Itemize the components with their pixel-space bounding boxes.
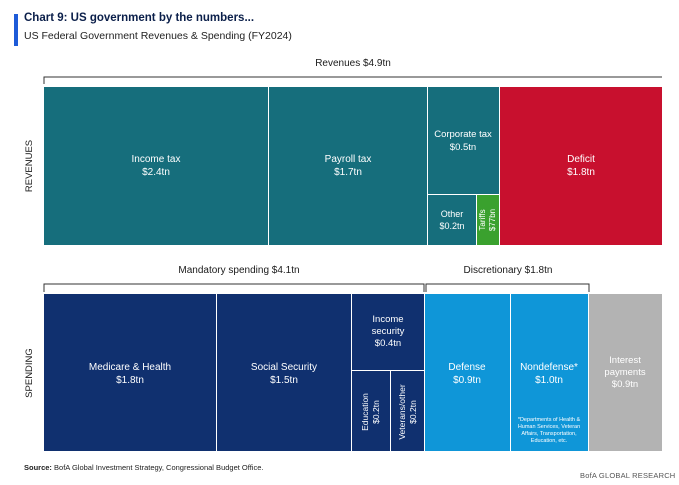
row-label-spending: SPENDING [24,348,35,398]
label-tariffs: Tariffs [478,209,487,230]
label-interest-line2: payments [604,367,645,378]
nondefense-note-line2: Human Services, Veteran [518,424,580,430]
value-nondefense: $1.0tn [535,375,563,386]
label-payroll-tax: Payroll tax [325,154,372,165]
value-veterans-other: $0.2tn [408,400,418,424]
brand-logo-text: BofA GLOBAL RESEARCH [580,471,676,480]
value-corporate-tax: $0.5tn [450,142,476,153]
value-social-security: $1.5tn [270,375,298,386]
source-note: Source: BofA Global Investment Strategy,… [24,463,263,472]
tile-corporate-tax [428,87,499,194]
tile-nondefense [511,294,588,451]
value-interest-payments: $0.9tn [612,379,638,390]
nondefense-note-line1: *Departments of Health & [518,417,581,423]
revenues-bracket [43,76,662,84]
mandatory-bracket-label: Mandatory spending $4.1tn [178,265,299,276]
discretionary-bracket [425,283,590,292]
value-medicare-health: $1.8tn [116,375,144,386]
nondefense-note-line4: Education, etc. [531,438,568,444]
tile-deficit [500,87,662,245]
tile-medicare-health [44,294,216,451]
source-text: BofA Global Investment Strategy, Congres… [54,463,264,472]
label-veterans-other: Veterans/other [397,384,407,439]
source-label: Source: [24,463,52,472]
value-income-security: $0.4tn [375,338,401,349]
tile-other [428,195,476,245]
label-defense: Defense [448,362,486,373]
mandatory-bracket [43,283,425,292]
label-medicare-health: Medicare & Health [89,362,171,373]
label-education: Education [360,393,370,431]
value-defense: $0.9tn [453,375,481,386]
tile-income-tax [44,87,268,245]
chart-title: Chart 9: US government by the numbers... [24,12,255,24]
value-other: $0.2tn [439,221,464,231]
label-social-security: Social Security [251,362,317,373]
value-tariffs: $77bn [488,209,497,231]
tile-social-security [217,294,351,451]
tile-income-security [352,294,424,370]
tile-defense [425,294,510,451]
label-nondefense: Nondefense* [520,362,578,373]
tile-tariffs [477,195,499,245]
title-accent-bar [14,14,18,46]
tile-education [352,371,390,451]
nondefense-note-line3: Affairs, Transportation, [521,431,577,437]
label-income-security-line2: security [372,326,405,337]
label-income-security-line1: Income [372,314,403,325]
label-deficit: Deficit [567,154,595,165]
label-income-tax: Income tax [132,154,181,165]
discretionary-bracket-label: Discretionary $1.8tn [464,265,553,276]
label-other: Other [441,209,464,219]
chart-subtitle: US Federal Government Revenues & Spendin… [24,30,292,42]
tile-interest-payments [589,294,662,451]
tile-payroll-tax [269,87,427,245]
value-deficit: $1.8tn [567,167,595,178]
tile-veterans-other [391,371,424,451]
label-interest-line1: Interest [609,355,641,366]
value-income-tax: $2.4tn [142,167,170,178]
row-label-revenues: REVENUES [24,140,35,192]
value-education: $0.2tn [371,400,381,424]
revenues-bracket-label: Revenues $4.9tn [315,58,391,69]
value-payroll-tax: $1.7tn [334,167,362,178]
label-corporate-tax: Corporate tax [434,129,492,140]
